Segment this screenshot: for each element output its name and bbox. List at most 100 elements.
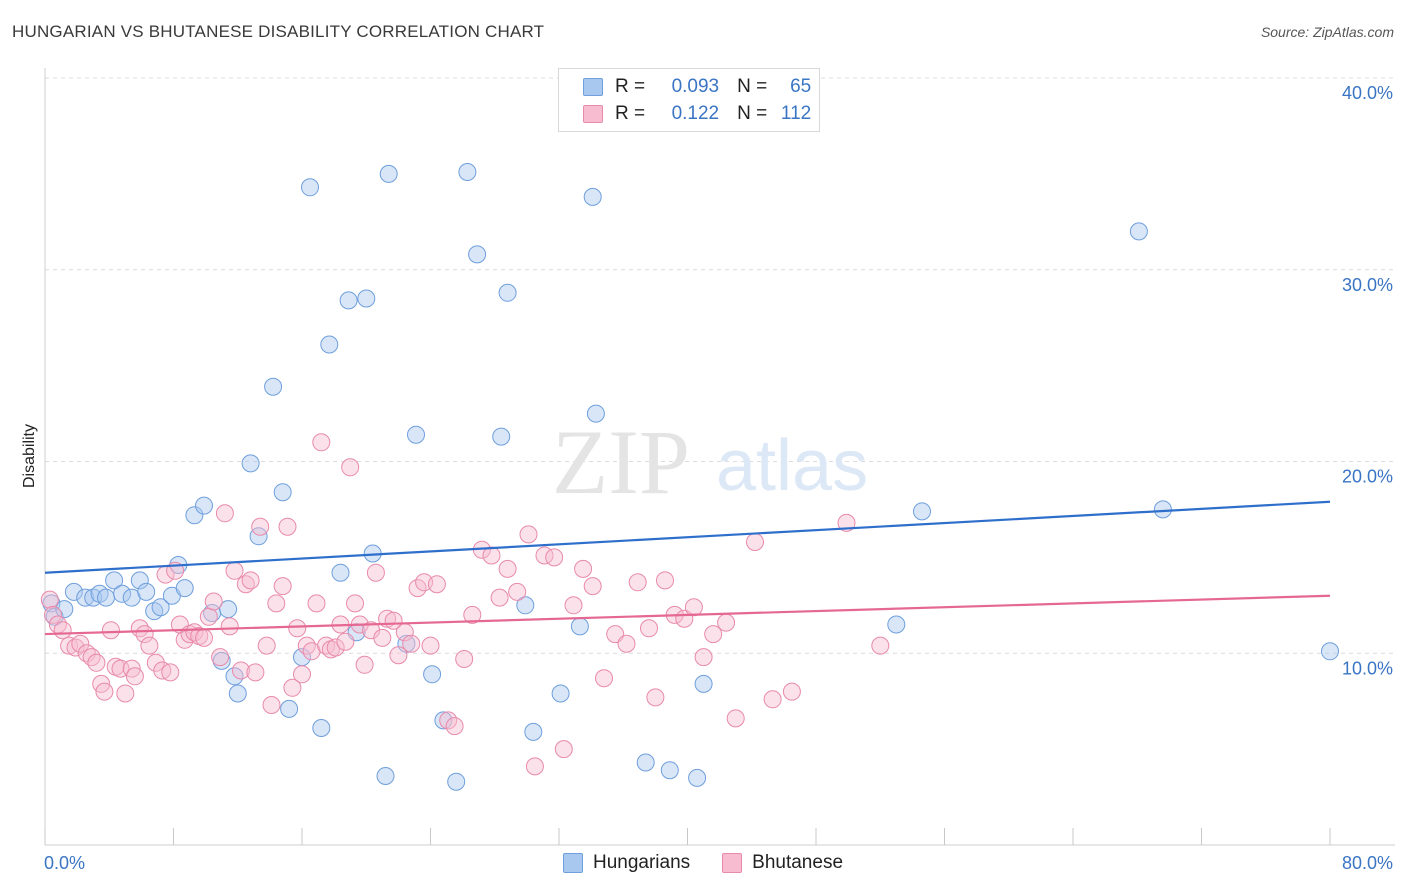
point-bhutanese <box>455 650 474 668</box>
point-bhutanese <box>326 638 345 657</box>
point-bhutanese <box>130 619 149 638</box>
point-bhutanese <box>782 682 801 701</box>
point-hungarians <box>320 335 339 354</box>
point-hungarians <box>636 753 655 772</box>
point-hungarians <box>264 377 283 396</box>
point-bhutanese <box>545 548 564 567</box>
point-hungarians <box>228 684 247 703</box>
point-bhutanese <box>583 577 602 596</box>
point-bhutanese <box>307 594 326 613</box>
point-bhutanese <box>204 592 223 611</box>
point-bhutanese <box>871 636 890 655</box>
point-hungarians <box>55 600 74 619</box>
legend-r-value: 0.093 <box>671 76 720 97</box>
point-bhutanese <box>574 559 593 578</box>
legend-r-label: R = <box>615 103 646 124</box>
point-bhutanese <box>211 648 230 667</box>
chart-title: HUNGARIAN VS BHUTANESE DISABILITY CORREL… <box>12 22 545 41</box>
point-bhutanese <box>717 613 736 632</box>
correlation-legend: R = 0.093 N = 65 R = 0.122 N = 112 <box>558 68 820 132</box>
point-bhutanese <box>519 525 538 544</box>
point-hungarians <box>524 722 543 741</box>
point-hungarians <box>331 563 350 582</box>
point-hungarians <box>688 768 707 787</box>
point-hungarians <box>312 719 331 737</box>
trend-line-bhutanese <box>44 594 1331 636</box>
point-bhutanese <box>525 757 544 776</box>
point-hungarians <box>376 767 395 785</box>
point-bhutanese <box>746 533 764 551</box>
point-bhutanese <box>95 682 114 701</box>
point-bhutanese <box>628 573 647 592</box>
point-bhutanese <box>175 630 194 649</box>
point-bhutanese <box>402 634 421 653</box>
legend-row-bhutanese: R = 0.122 N = 112 <box>583 102 811 126</box>
point-bhutanese <box>554 740 573 759</box>
point-bhutanese <box>684 598 703 617</box>
point-hungarians <box>913 502 931 521</box>
point-bhutanese <box>564 596 583 615</box>
series-legend: Hungarians Bhutanese <box>0 852 1406 874</box>
point-bhutanese <box>146 653 165 672</box>
watermark: ZIP atlas <box>552 411 868 513</box>
point-bhutanese <box>763 690 782 709</box>
point-bhutanese <box>297 636 316 655</box>
y-axis-label: Disability <box>21 424 38 488</box>
point-hungarians <box>447 772 466 791</box>
point-bhutanese <box>140 636 159 655</box>
point-bhutanese <box>257 636 276 655</box>
legend-swatch-hungarians <box>562 853 583 873</box>
point-hungarians <box>185 506 204 525</box>
point-bhutanese <box>373 628 392 647</box>
point-hungarians <box>434 711 453 730</box>
axes <box>44 68 1395 846</box>
x-tick-label: 0.0% <box>44 853 85 873</box>
point-hungarians <box>887 615 906 634</box>
point-hungarians <box>241 454 260 473</box>
point-bhutanese <box>421 636 440 655</box>
point-bhutanese <box>278 517 297 536</box>
point-bhutanese <box>463 605 482 624</box>
point-bhutanese <box>336 632 355 651</box>
point-bhutanese <box>195 628 213 647</box>
point-bhutanese <box>355 655 374 674</box>
point-hungarians <box>113 584 132 603</box>
point-hungarians <box>301 178 319 197</box>
point-bhutanese <box>241 571 260 590</box>
legend-swatch-bhutanese <box>583 105 603 123</box>
point-bhutanese <box>101 621 120 640</box>
point-hungarians <box>379 164 398 183</box>
point-hungarians <box>339 291 358 310</box>
point-bhutanese <box>389 646 408 665</box>
point-bhutanese <box>694 648 713 667</box>
point-hungarians <box>151 598 170 617</box>
point-bhutanese <box>116 684 135 703</box>
point-hungarians <box>498 283 517 302</box>
point-bhutanese <box>366 563 385 582</box>
legend-r-label: R = <box>615 76 646 97</box>
point-bhutanese <box>341 458 360 477</box>
point-hungarians <box>64 582 83 601</box>
point-bhutanese <box>44 605 62 624</box>
point-bhutanese <box>125 667 144 686</box>
source-label: Source: ZipAtlas.com <box>1260 24 1394 40</box>
watermark-zip: ZIP <box>552 411 690 513</box>
point-hungarians <box>357 289 376 308</box>
point-bhutanese <box>246 663 265 682</box>
point-bhutanese <box>199 607 218 626</box>
point-bhutanese <box>161 663 180 682</box>
point-bhutanese <box>445 717 464 736</box>
point-hungarians <box>492 427 511 446</box>
point-hungarians <box>130 571 149 590</box>
point-hungarians <box>1153 500 1172 519</box>
point-bhutanese <box>427 575 446 594</box>
point-hungarians <box>694 674 713 693</box>
point-hungarians <box>516 596 535 615</box>
point-bhutanese <box>273 577 292 596</box>
point-hungarians <box>137 582 156 601</box>
point-hungarians <box>660 761 679 780</box>
point-bhutanese <box>232 661 250 680</box>
point-bhutanese <box>617 634 636 653</box>
point-bhutanese <box>225 561 244 580</box>
